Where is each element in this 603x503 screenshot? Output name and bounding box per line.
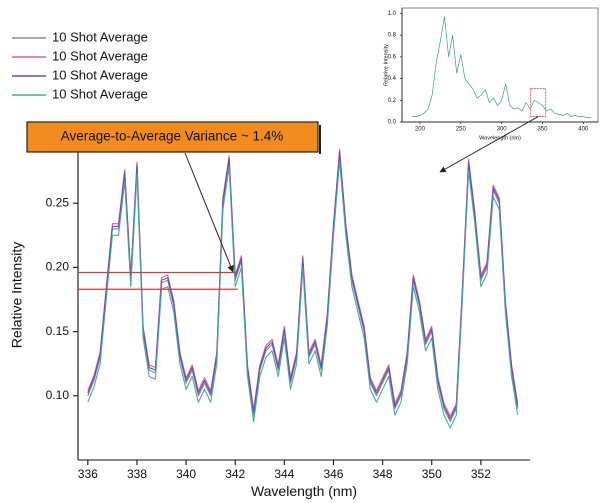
y-tick-label: 0.25 [46, 195, 70, 209]
y-tick-label: 1.0 [388, 11, 397, 17]
annotation-arrow [184, 152, 234, 273]
series-line [87, 160, 519, 429]
y-tick-label: 0.6 [388, 54, 397, 60]
y-tick-label: 0.15 [46, 324, 70, 338]
y-tick-label: 0.4 [388, 76, 397, 82]
x-axis-title: Wavelength (nm) [479, 136, 521, 142]
x-tick-label: 250 [456, 126, 467, 132]
x-tick-label: 344 [274, 467, 294, 481]
charts: 336 338 340 342 344 346 348 350 352 0.10 0.15 0.20 0… [9, 7, 599, 499]
x-tick-label: 300 [497, 126, 508, 132]
y-tick-label: 0.2 [388, 98, 397, 104]
annotation-box [26, 121, 319, 153]
x-tick-label: 348 [373, 467, 393, 481]
x-tick-label: 350 [422, 467, 442, 481]
zoom-region [530, 88, 547, 117]
x-tick-label: 338 [127, 467, 147, 481]
y-axis-title: Relative Intensity [9, 242, 25, 349]
series-line [87, 151, 519, 420]
x-tick-label: 400 [578, 126, 589, 132]
x-tick-label: 336 [78, 467, 98, 481]
legend-label: 10 Shot Average [52, 29, 148, 44]
y-tick-label: 0.20 [46, 260, 70, 274]
x-tick-label: 342 [225, 467, 245, 481]
legend-label: 10 Shot Average [52, 48, 148, 63]
inset-frame [401, 7, 599, 123]
y-tick-label: 0.0 [388, 120, 397, 126]
x-tick-label: 352 [471, 467, 491, 481]
x-tick-label: 340 [176, 467, 196, 481]
x-axis-title: Wavelength (nm) [251, 483, 357, 499]
y-axis-title: Relative Intensity [383, 44, 389, 86]
x-tick-label: 350 [537, 126, 548, 132]
x-tick-label: 200 [415, 126, 426, 132]
annotation-text: Average-to-Average Variance ~ 1.4% [61, 129, 284, 144]
x-tick-label: 346 [323, 467, 343, 481]
y-tick-label: 0.8 [388, 33, 397, 39]
zoom-arrow [439, 116, 539, 173]
y-tick-label: 0.10 [46, 388, 70, 402]
legend-label: 10 Shot Average [52, 86, 148, 101]
series-line [411, 16, 592, 119]
legend-label: 10 Shot Average [52, 67, 148, 82]
